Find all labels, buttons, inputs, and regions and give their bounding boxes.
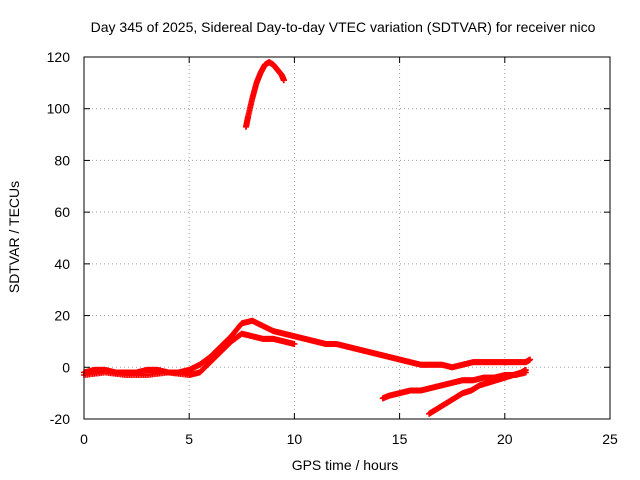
x-tick-label: 25 xyxy=(602,431,618,447)
y-tick-label: 20 xyxy=(54,308,70,324)
x-tick-label: 15 xyxy=(392,431,408,447)
data-point xyxy=(527,356,534,363)
chart-title: Day 345 of 2025, Sidereal Day-to-day VTE… xyxy=(91,19,596,35)
y-axis-label: SDTVAR / TECUs xyxy=(6,181,22,293)
x-tick-label: 5 xyxy=(185,431,193,447)
y-tick-label: 100 xyxy=(47,101,71,117)
y-tick-label: -20 xyxy=(50,411,70,427)
y-tick-label: 120 xyxy=(47,49,71,65)
x-tick-label: 0 xyxy=(80,431,88,447)
data-point xyxy=(291,341,298,348)
data-point xyxy=(280,77,287,84)
y-tick-label: 40 xyxy=(54,256,70,272)
grid-lines xyxy=(84,57,610,419)
x-axis-label: GPS time / hours xyxy=(292,457,399,473)
x-tick-label: 10 xyxy=(287,431,303,447)
plot-frame xyxy=(83,56,611,420)
series-upper-arc xyxy=(243,59,287,130)
y-tick-label: 60 xyxy=(54,204,70,220)
series-lower-branch-2 xyxy=(426,366,529,417)
data-point xyxy=(522,366,529,373)
y-tick-label: 0 xyxy=(62,359,70,375)
y-tick-label: 80 xyxy=(54,152,70,168)
series-main-band-2 xyxy=(81,330,298,379)
axis-ticks: 0 5 10 15 20 25 -20 0 20 40 60 80 100 120 xyxy=(47,49,618,447)
x-tick-label: 20 xyxy=(497,431,513,447)
data-points xyxy=(81,59,534,417)
series-main-band-1 xyxy=(81,317,534,376)
